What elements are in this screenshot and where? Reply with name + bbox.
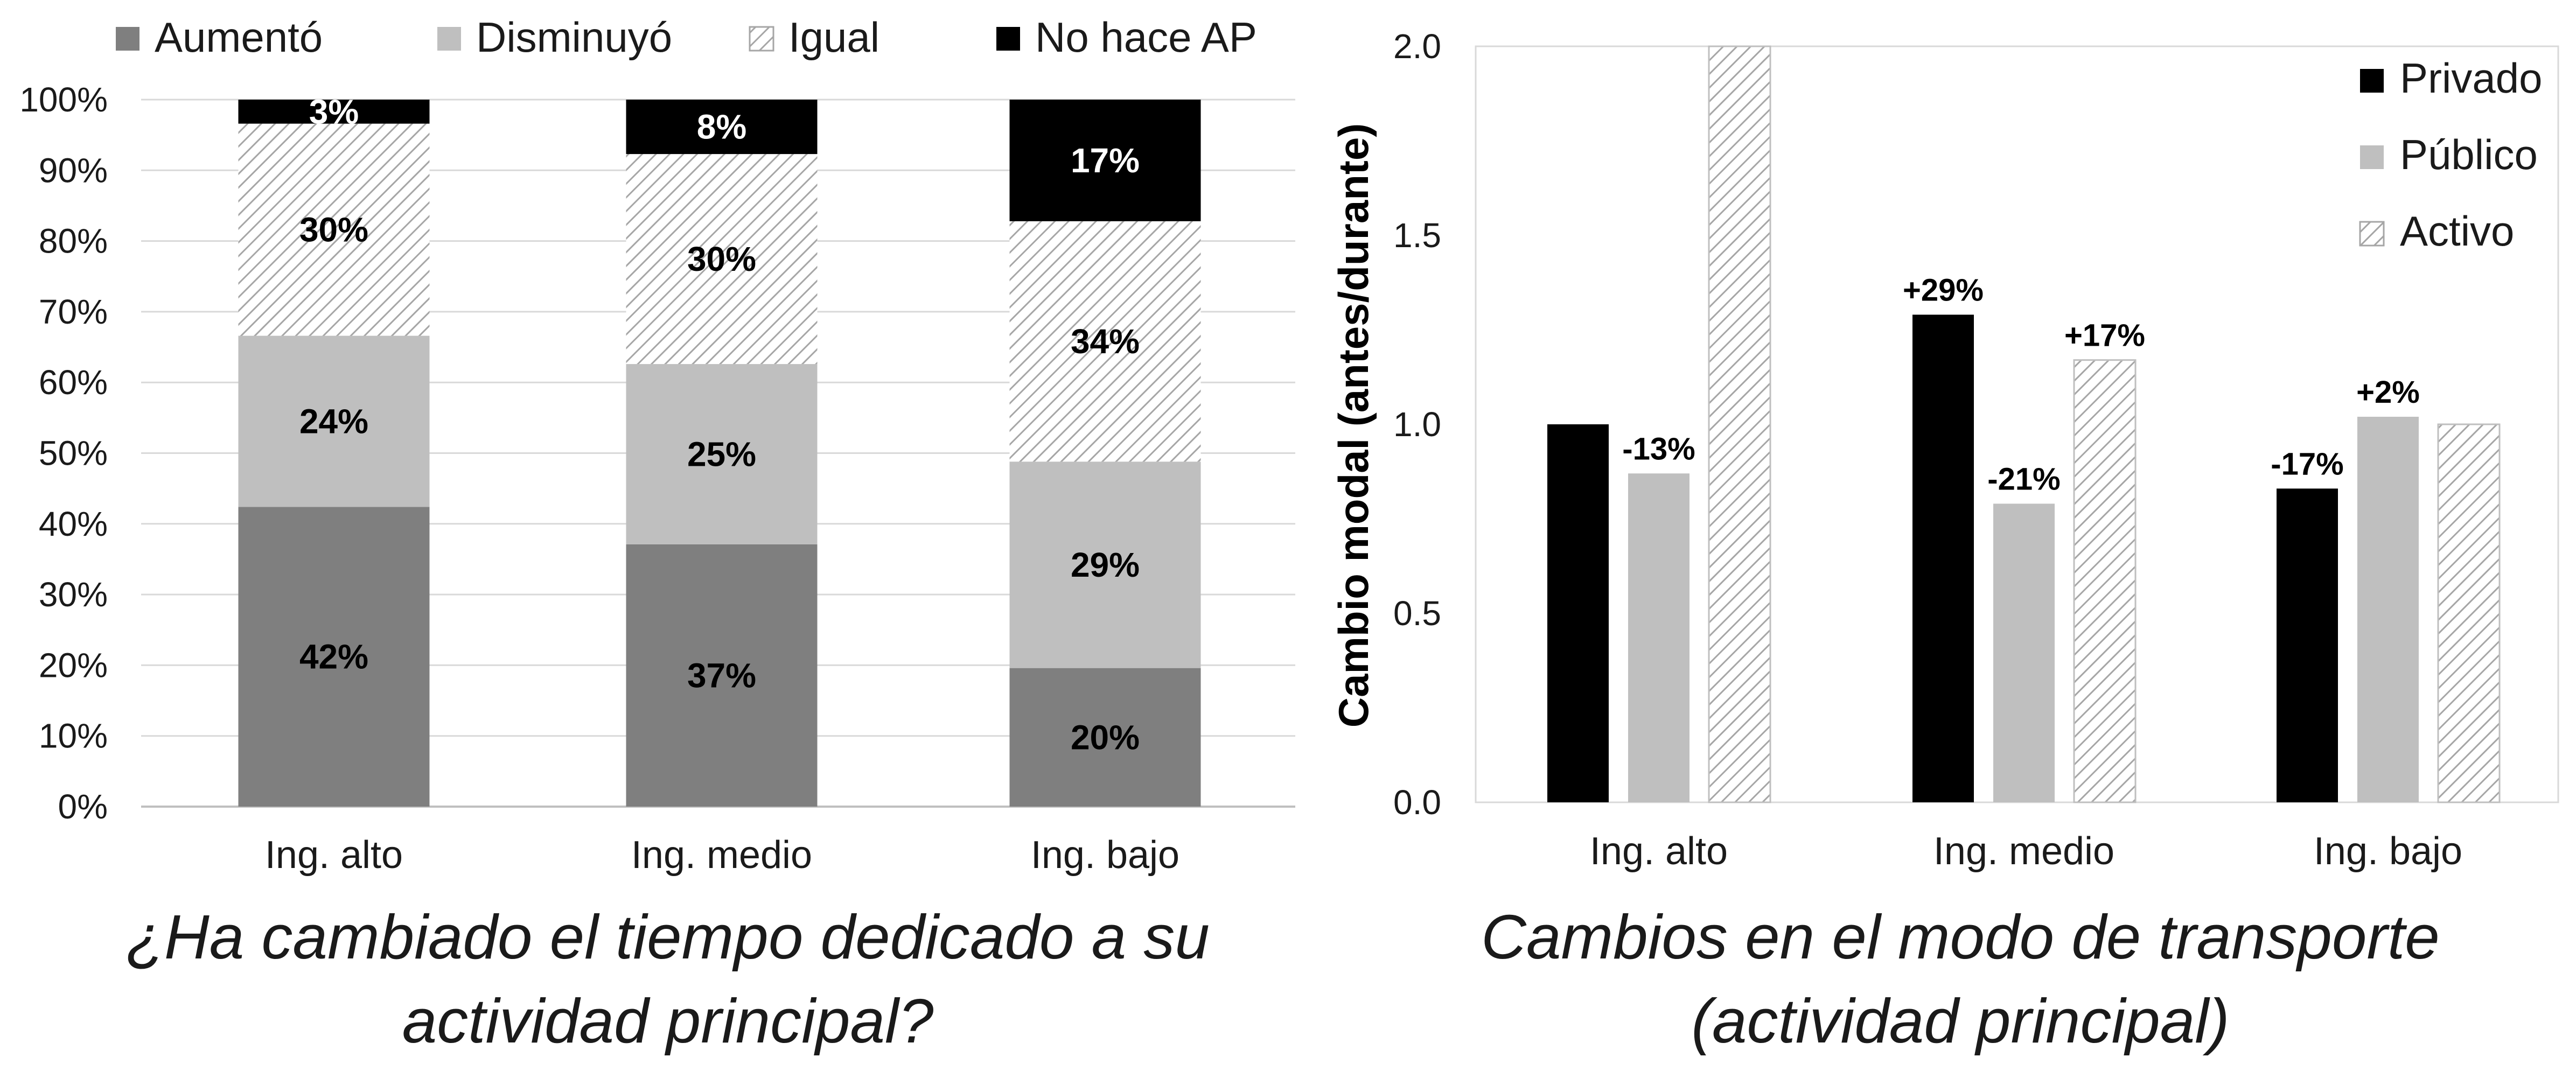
y-tick-label: 0% <box>58 787 108 826</box>
bar-segment <box>238 507 430 807</box>
data-label: +2% <box>2356 375 2420 410</box>
y-tick-label: 70% <box>39 292 108 331</box>
legend-entry: Privado <box>2400 54 2542 102</box>
bar <box>1993 503 2055 802</box>
bar-segment <box>1009 100 1201 221</box>
data-label: 30% <box>687 240 756 278</box>
y-tick-label: 10% <box>39 717 108 755</box>
chart-title-line: ¿Ha cambiado el tiempo dedicado a su <box>126 902 1210 972</box>
x-tick-label: Ing. alto <box>1590 830 1728 873</box>
legend-entry: Activo <box>2400 207 2514 255</box>
data-label: 3% <box>309 92 359 131</box>
data-label: 25% <box>687 435 756 473</box>
legend-swatch <box>996 27 1020 51</box>
bar <box>1708 45 1771 803</box>
legend: Aumentó Disminuyó Igual No hace AP <box>116 13 1257 61</box>
legend-entry: No hace AP <box>1035 13 1257 61</box>
bar <box>1912 314 1974 802</box>
y-tick-label: 20% <box>39 646 108 684</box>
legend-swatch <box>2360 145 2384 169</box>
chart-title-line: (actividad principal) <box>1691 986 2229 1056</box>
x-tick-label: Ing. medio <box>631 834 812 877</box>
bar-segment <box>626 100 818 155</box>
x-tick-label: Ing. bajo <box>1031 834 1179 877</box>
legend-swatch <box>749 26 774 52</box>
data-label: -21% <box>1987 461 2060 496</box>
bar-segment <box>1009 221 1201 462</box>
y-tick-label: 1.5 <box>1393 216 1441 255</box>
data-label: 20% <box>1071 718 1140 757</box>
legend-swatch <box>437 27 461 51</box>
y-tick-label: 90% <box>39 151 108 190</box>
data-label: +17% <box>2064 318 2145 353</box>
stacked-bar-chart: 42% 24% 30% 3% 37% 25% 30% 8% 20% 29% 34% 17% 0% 10%… <box>19 13 1295 1056</box>
legend-entry: Disminuyó <box>476 13 672 61</box>
bar <box>1628 473 1690 802</box>
y-tick-label: 100% <box>19 80 108 119</box>
chart-title-line: Cambios en el modo de transporte <box>1481 902 2440 972</box>
legend-entry: Público <box>2400 131 2538 178</box>
bar-segment <box>238 100 430 124</box>
x-tick-label: Ing. bajo <box>2314 830 2462 873</box>
bar-segment <box>626 544 818 807</box>
legend-swatch <box>2359 221 2385 247</box>
data-label: 34% <box>1071 322 1140 361</box>
bar-segment <box>238 123 430 336</box>
y-tick-label: 30% <box>39 575 108 614</box>
x-tick-label: Ing. medio <box>1933 830 2114 873</box>
data-label: 42% <box>299 638 368 676</box>
y-tick-label: 80% <box>39 222 108 261</box>
y-tick-label: 40% <box>39 505 108 543</box>
y-tick-label: 1.0 <box>1393 405 1441 444</box>
data-label: 29% <box>1071 545 1140 584</box>
legend: Privado Público Activo <box>2343 54 2556 264</box>
bar-segment <box>238 335 430 507</box>
bar-segment <box>626 154 818 365</box>
y-tick-label: 0.5 <box>1393 594 1441 633</box>
bars: 42% 24% 30% 3% 37% 25% 30% 8% 20% 29% 34% 17% <box>238 92 1201 807</box>
legend-swatch <box>116 27 139 51</box>
y-axis: 0% 10% 20% 30% 40% 50% 60% 70% 80% 90% 100% <box>19 80 108 826</box>
chart-title-line: actividad principal? <box>402 986 934 1056</box>
chart-title: Cambios en el modo de transporte (activid… <box>1481 902 2440 1056</box>
bar <box>2357 416 2419 802</box>
data-label: 8% <box>697 108 747 146</box>
bar <box>1547 424 1609 802</box>
data-label: 30% <box>299 211 368 249</box>
y-axis-title: Cambio modal (antes/durante) <box>1330 123 1377 727</box>
legend-entry: Igual <box>788 13 879 61</box>
data-label: +29% <box>1903 272 1984 307</box>
bar-segment <box>626 364 818 544</box>
data-label: 37% <box>687 656 756 695</box>
legend-entry: Aumentó <box>155 13 323 61</box>
y-tick-label: 60% <box>39 363 108 402</box>
bar <box>2437 423 2501 803</box>
bar-segment <box>1009 668 1201 807</box>
bar <box>2073 359 2137 803</box>
x-axis: Ing. alto Ing. medio Ing. bajo <box>1590 830 2462 873</box>
legend-swatch <box>2360 69 2384 93</box>
x-axis: Ing. alto Ing. medio Ing. bajo <box>265 834 1179 877</box>
x-tick-label: Ing. alto <box>265 834 403 877</box>
grouped-bar-chart: -13%+29%-21%+17%-17%+2% 0.00.51.01.52.0 … <box>1330 27 2559 1056</box>
data-label: 17% <box>1071 141 1140 180</box>
y-axis-title: Cambio modal (antes/durante) <box>1330 123 1377 727</box>
data-label: -17% <box>2271 446 2343 481</box>
y-tick-label: 50% <box>39 434 108 473</box>
y-axis: 0.0 0.5 1.0 1.5 2.0 <box>1393 27 1441 822</box>
bar <box>2277 488 2338 802</box>
chart-title: ¿Ha cambiado el tiempo dedicado a su acti… <box>126 902 1210 1056</box>
y-tick-label: 2.0 <box>1393 27 1441 66</box>
bar-segment <box>1009 461 1201 668</box>
y-tick-label: 0.0 <box>1393 783 1441 822</box>
bars: -13% +29% -21% +17% -17% +2% <box>1547 45 2501 803</box>
data-label: -13% <box>1622 431 1695 466</box>
data-label: 24% <box>299 402 368 440</box>
